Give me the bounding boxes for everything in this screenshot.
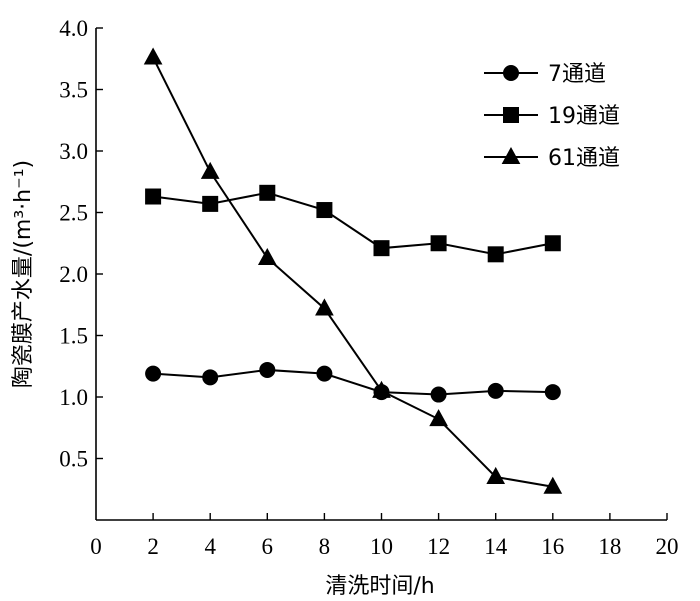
series-2 — [145, 184, 561, 263]
data-point-square — [544, 235, 561, 252]
x-ticks: 0 2 4 6 8 10 12 14 16 18 20 — [90, 513, 679, 559]
data-point-circle — [487, 382, 504, 399]
x-tick-label: 16 — [541, 534, 564, 559]
data-point-circle — [202, 369, 219, 386]
legend: 7通道 19通道 61通道 — [484, 62, 620, 171]
legend-marker-triangle — [501, 146, 521, 164]
data-point-triangle — [200, 161, 220, 179]
series-line — [153, 368, 553, 396]
x-tick-label: 8 — [319, 534, 331, 559]
x-tick-label: 12 — [427, 534, 450, 559]
data-point-circle — [544, 384, 561, 401]
x-tick-label: 6 — [262, 534, 274, 559]
data-point-square — [202, 195, 219, 212]
y-ticks: 0.5 1.0 1.5 2.0 2.5 3.0 3.5 4.0 — [59, 16, 103, 472]
y-tick-label: 2.0 — [59, 262, 88, 287]
data-point-triangle — [143, 47, 163, 65]
legend-label: 61通道 — [548, 146, 620, 171]
data-point-square — [430, 235, 447, 252]
data-point-circle — [430, 386, 447, 403]
series-line — [152, 57, 553, 488]
legend-label: 19通道 — [548, 104, 620, 129]
y-tick-label: 3.0 — [59, 139, 88, 164]
data-point-square — [145, 188, 162, 205]
y-axis-title: 陶瓷膜产水量/(m³·h⁻¹) — [11, 160, 36, 388]
data-point-square — [316, 202, 333, 219]
x-tick-label: 0 — [90, 534, 102, 559]
y-tick-label: 4.0 — [59, 16, 88, 41]
y-tick-label: 0.5 — [59, 447, 88, 472]
data-point-square — [487, 246, 504, 263]
x-tick-label: 2 — [147, 534, 159, 559]
series-1 — [145, 361, 561, 403]
data-point-triangle — [543, 476, 563, 494]
series-line — [152, 191, 553, 256]
x-tick-label: 18 — [598, 534, 621, 559]
series-layer — [143, 47, 563, 494]
y-tick-label: 1.5 — [59, 324, 88, 349]
data-point-triangle — [372, 380, 391, 398]
x-tick-label: 14 — [484, 534, 508, 559]
data-point-circle — [259, 361, 276, 378]
legend-marker-square — [503, 107, 519, 123]
x-tick-label: 20 — [656, 534, 679, 559]
data-point-square — [259, 184, 276, 201]
y-tick-label: 1.0 — [59, 385, 88, 410]
y-tick-label: 2.5 — [59, 201, 88, 226]
data-point-square — [373, 240, 390, 257]
x-tick-label: 4 — [204, 534, 216, 559]
data-point-circle — [316, 365, 333, 382]
data-point-triangle — [429, 409, 448, 427]
series-3 — [143, 47, 563, 494]
data-point-triangle — [257, 247, 277, 266]
axes — [95, 28, 667, 521]
data-point-triangle — [315, 298, 334, 316]
legend-label: 7通道 — [548, 62, 606, 87]
legend-marker-circle — [503, 65, 519, 81]
data-point-triangle — [486, 466, 506, 484]
data-point-circle — [145, 365, 162, 382]
y-tick-label: 3.5 — [59, 78, 88, 103]
x-axis-title: 清洗时间/h — [325, 574, 434, 599]
x-tick-label: 10 — [370, 534, 393, 559]
